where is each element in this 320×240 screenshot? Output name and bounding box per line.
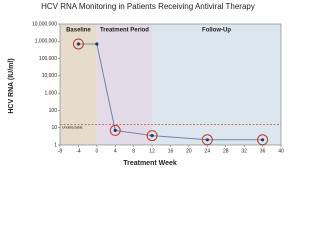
data-point xyxy=(260,138,265,142)
x-tick-label: 12 xyxy=(149,148,155,154)
reference-label: Undetectable xyxy=(62,126,83,130)
y-tick-label: 1,000 xyxy=(44,90,57,96)
y-tick-label: 10,000,000 xyxy=(32,21,57,27)
x-tick-label: 40 xyxy=(278,148,284,154)
y-tick-label: 1 xyxy=(54,142,57,148)
region-label: Baseline xyxy=(66,28,91,34)
y-tick-label: 100 xyxy=(49,108,58,114)
highlight-ring xyxy=(109,124,121,136)
x-tick-label: -4 xyxy=(76,148,81,154)
data-point xyxy=(95,42,99,46)
y-tick-label: 10,000 xyxy=(42,73,58,79)
y-axis-label: HCV RNA (IU/ml) xyxy=(8,58,15,113)
data-point xyxy=(76,42,81,46)
data-point xyxy=(113,128,117,132)
highlight-ring xyxy=(257,134,269,146)
x-tick-label: 24 xyxy=(205,148,211,154)
x-tick-label: 16 xyxy=(168,148,174,154)
chart-title: HCV RNA Monitoring in Patients Receiving… xyxy=(41,2,255,11)
region-label: Treatment Period xyxy=(100,28,149,34)
chart: HCV RNA Monitoring in Patients Receiving… xyxy=(8,2,284,167)
x-tick-label: 32 xyxy=(241,148,247,154)
y-tick-label: 1,000,000 xyxy=(35,39,57,45)
x-axis-label: Treatment Week xyxy=(123,160,177,167)
x-tick-label: 4 xyxy=(114,148,117,154)
data-line xyxy=(78,43,263,141)
highlight-ring xyxy=(201,134,213,146)
data-point xyxy=(205,138,209,142)
region-label: Follow-Up xyxy=(202,28,231,34)
highlight-ring xyxy=(146,130,158,142)
x-tick-label: 36 xyxy=(260,148,266,154)
x-tick-label: 8 xyxy=(132,148,135,154)
y-tick-label: 10 xyxy=(51,125,57,131)
x-tick-label: 20 xyxy=(186,148,192,154)
data-point xyxy=(150,133,154,138)
x-tick-label: -8 xyxy=(58,148,63,154)
x-tick-label: 0 xyxy=(95,148,98,154)
highlight-ring xyxy=(72,38,84,50)
region xyxy=(152,24,281,145)
x-tick-label: 28 xyxy=(223,148,229,154)
y-tick-label: 100,000 xyxy=(39,56,57,62)
